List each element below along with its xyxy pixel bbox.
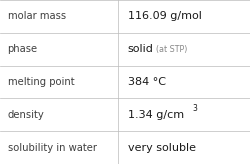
Text: 1.34 g/cm: 1.34 g/cm (128, 110, 184, 120)
Text: melting point: melting point (8, 77, 74, 87)
Text: molar mass: molar mass (8, 11, 66, 21)
Text: 3: 3 (192, 104, 198, 113)
Text: phase: phase (8, 44, 38, 54)
Text: density: density (8, 110, 44, 120)
Text: solubility in water: solubility in water (8, 143, 96, 153)
Text: 116.09 g/mol: 116.09 g/mol (128, 11, 202, 21)
Text: 384 °C: 384 °C (128, 77, 166, 87)
Text: very soluble: very soluble (128, 143, 196, 153)
Text: (at STP): (at STP) (156, 45, 188, 54)
Text: solid: solid (128, 44, 154, 54)
